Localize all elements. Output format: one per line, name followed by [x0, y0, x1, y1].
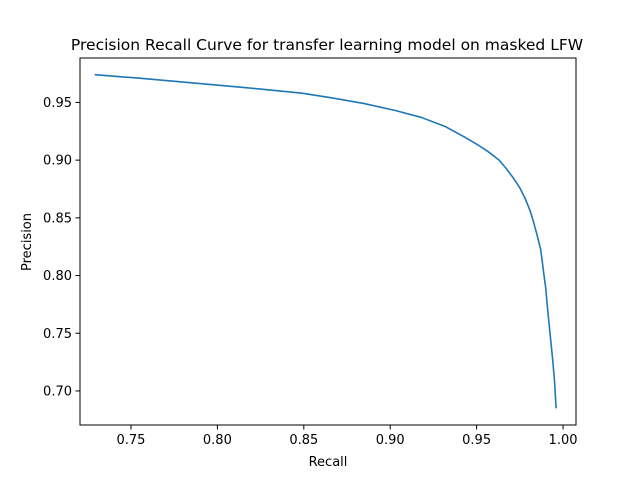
y-tick-label: 0.95: [43, 96, 72, 111]
y-tick-label: 0.80: [43, 269, 72, 284]
x-axis-label: Recall: [309, 455, 348, 470]
x-tick-label: 0.80: [203, 433, 232, 448]
x-tick-label: 1.00: [549, 433, 578, 448]
x-tick-label: 0.75: [117, 433, 146, 448]
x-tick-label: 0.85: [289, 433, 318, 448]
x-tick-label: 0.95: [462, 433, 491, 448]
plot-frame: [79, 57, 577, 426]
plot-content: [94, 73, 557, 409]
y-axis: 0.70 0.75 0.80 0.85 0.90 0.95: [43, 96, 80, 399]
chart-title: Precision Recall Curve for transfer lear…: [71, 36, 583, 54]
pr-curve-line: [94, 73, 557, 409]
y-tick-label: 0.70: [43, 384, 72, 399]
y-axis-label: Precision: [20, 213, 35, 271]
y-tick-label: 0.90: [43, 154, 72, 169]
y-tick-label: 0.75: [43, 327, 72, 342]
x-axis: 0.75 0.80 0.85 0.90 0.95 1.00: [117, 425, 578, 448]
y-tick-label: 0.85: [43, 211, 72, 226]
x-tick-label: 0.90: [376, 433, 405, 448]
